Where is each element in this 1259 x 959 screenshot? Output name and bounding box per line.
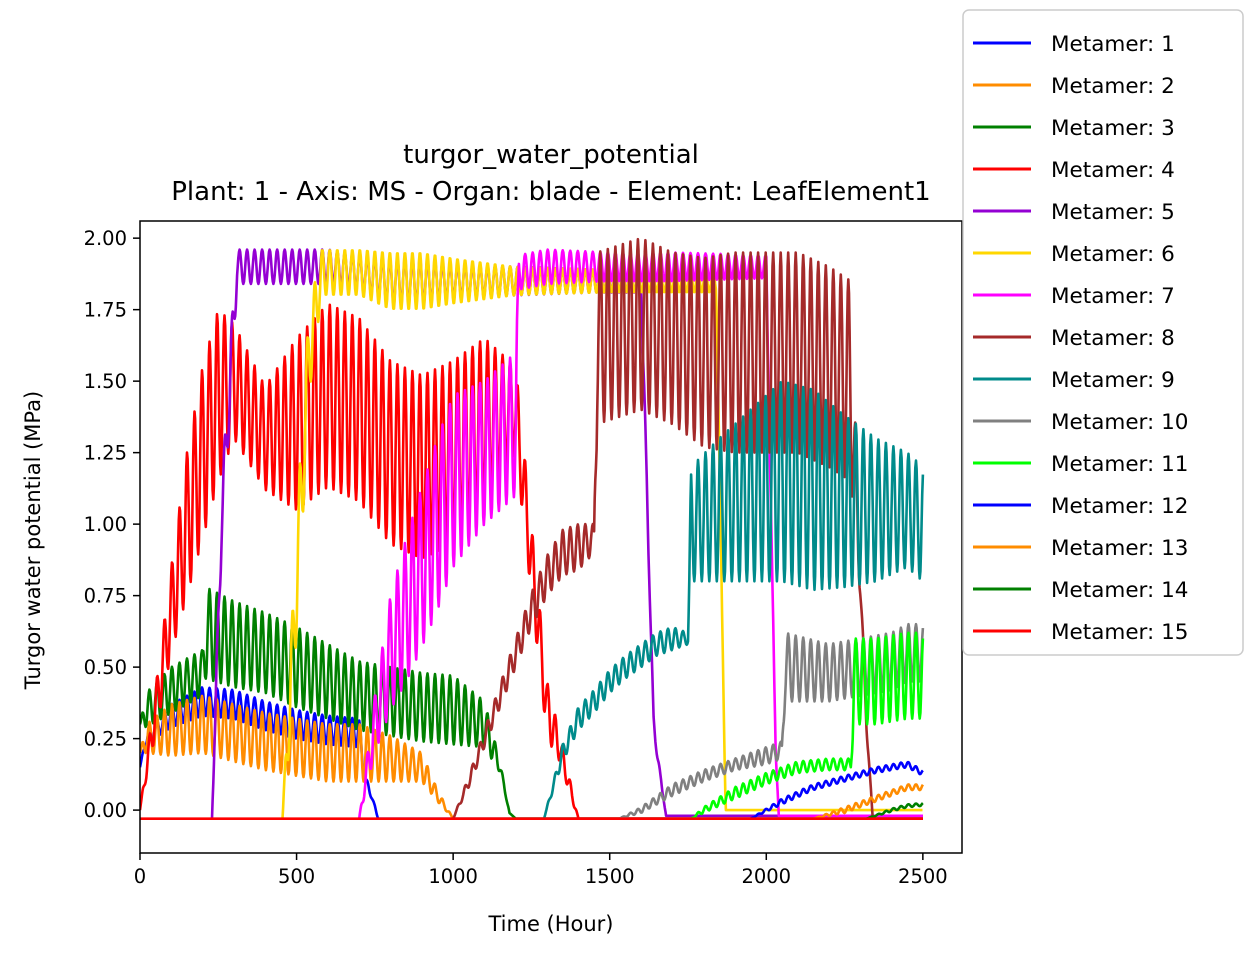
- legend-entry-label: Metamer: 15: [1051, 620, 1188, 645]
- y-axis-ticks: 0.00 0.25 0.50 0.75 1.00 1.25 1.50 1.75 2.00: [84, 227, 140, 822]
- x-tick-label: 500: [278, 865, 315, 888]
- legend-entry-label: Metamer: 14: [1051, 578, 1188, 603]
- y-tick-label: 1.50: [84, 370, 127, 393]
- y-tick-label: 1.00: [84, 513, 127, 536]
- x-axis-label: Time (Hour): [487, 912, 613, 936]
- y-tick-label: 0.50: [84, 656, 127, 679]
- y-tick-label: 1.75: [84, 299, 127, 322]
- x-tick-label: 0: [134, 865, 146, 888]
- x-tick-label: 2500: [898, 865, 948, 888]
- legend-entry-label: Metamer: 4: [1051, 158, 1175, 183]
- legend-entry-label: Metamer: 11: [1051, 452, 1188, 477]
- legend-entry-label: Metamer: 7: [1051, 284, 1175, 309]
- legend-frame: [962, 9, 1244, 656]
- x-axis-ticks: 0 500 1000 1500 2000 2500: [134, 853, 948, 888]
- y-tick-label: 2.00: [84, 227, 127, 250]
- legend-entry-label: Metamer: 3: [1051, 116, 1175, 141]
- legend-entry-label: Metamer: 6: [1051, 242, 1175, 267]
- legend-entry-label: Metamer: 10: [1051, 410, 1188, 435]
- legend-entry-label: Metamer: 8: [1051, 326, 1175, 351]
- series-line-metamer-12: [749, 760, 924, 820]
- y-tick-label: 1.25: [84, 442, 127, 465]
- y-tick-label: 0.75: [84, 585, 127, 608]
- legend-entry-label: Metamer: 12: [1051, 494, 1188, 519]
- legend-entry-label: Metamer: 2: [1051, 74, 1175, 99]
- legend-entry-label: Metamer: 9: [1051, 368, 1175, 393]
- legend-entry-label: Metamer: 1: [1051, 32, 1175, 57]
- series-line-metamer-3: [140, 587, 924, 821]
- series-line-metamer-14: [865, 802, 924, 820]
- series-line-metamer-13: [812, 783, 924, 820]
- chart-title: turgor_water_potential: [403, 140, 699, 170]
- series-line-metamer-9: [542, 380, 925, 820]
- x-tick-label: 1000: [428, 865, 478, 888]
- series-line-metamer-8: [451, 237, 924, 821]
- series-layer: [140, 237, 925, 821]
- series-line-metamer-11: [690, 631, 925, 820]
- x-tick-label: 2000: [741, 865, 791, 888]
- chart-subtitle: Plant: 1 - Axis: MS - Organ: blade - Ele…: [171, 177, 930, 207]
- legend-entry-label: Metamer: 13: [1051, 536, 1188, 561]
- y-tick-label: 0.00: [84, 799, 127, 822]
- plot-frame: [139, 220, 963, 854]
- x-tick-label: 1500: [585, 865, 635, 888]
- y-axis-label: Turgor water potential (MPa): [21, 391, 45, 690]
- legend-entry-label: Metamer: 5: [1051, 200, 1175, 225]
- y-tick-label: 0.25: [84, 728, 127, 751]
- legend: Metamer: 1 Metamer: 2 Metamer: 3 Metamer: 4…: [962, 9, 1244, 656]
